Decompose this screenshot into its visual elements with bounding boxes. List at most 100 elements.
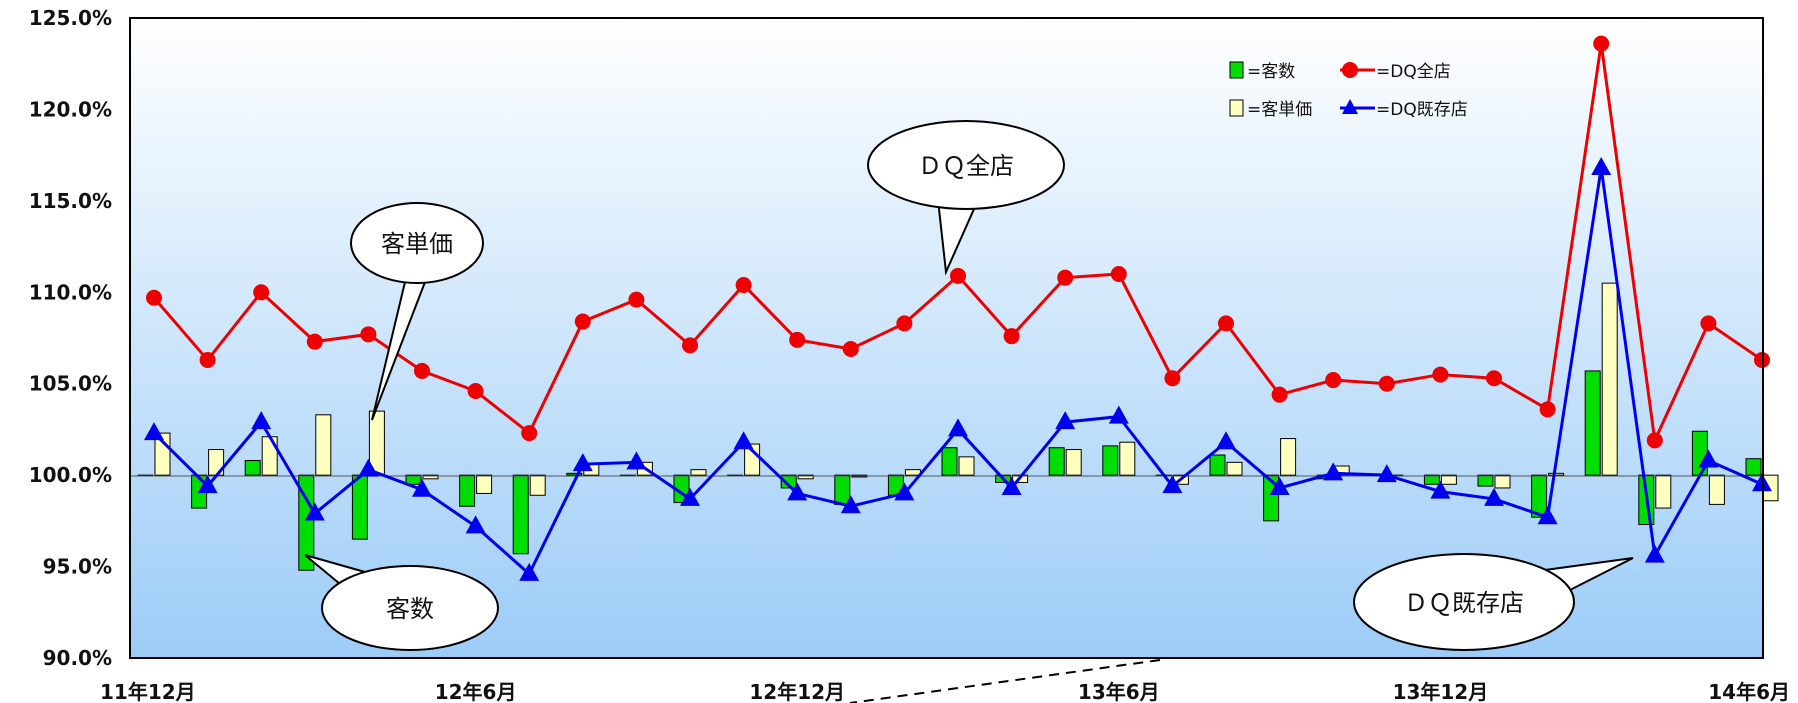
legend-label-dq-all: =DQ全店	[1376, 62, 1451, 82]
legend-marker-dq-existing	[1342, 99, 1358, 114]
point-dq-existing	[787, 482, 808, 501]
point-dq-existing	[840, 495, 861, 514]
bar-customers	[1048, 447, 1065, 476]
bar-unit-price	[261, 436, 278, 476]
point-dq-all	[1700, 315, 1717, 332]
x-axis: 11年12月 12年6月 12年12月 13年6月 13年12月 14年6月	[100, 680, 1790, 703]
bar-customers	[244, 460, 261, 476]
point-dq-all	[1486, 370, 1502, 387]
point-dq-existing	[572, 453, 593, 472]
legend-swatch-unit-price	[1229, 99, 1244, 117]
bar-customers	[512, 474, 529, 555]
point-dq-existing	[1108, 405, 1129, 424]
legend: =客数 =客単価 =DQ全店 =DQ既存店	[1229, 61, 1468, 120]
y-tick-label: 110.0%	[29, 280, 112, 304]
bar-customers	[459, 474, 476, 507]
bar-unit-price	[958, 456, 975, 476]
point-dq-all	[1271, 386, 1288, 403]
bar-unit-price	[744, 443, 761, 476]
bar-customers	[1584, 370, 1601, 476]
point-dq-existing	[626, 451, 647, 470]
bar-customers	[1423, 474, 1440, 485]
point-dq-all	[306, 333, 323, 350]
callout-dq-existing: ＤＱ既存店	[1353, 553, 1634, 651]
y-tick-label: 115.0%	[29, 189, 112, 213]
bar-unit-price	[529, 474, 546, 496]
callout-dq-all-bubble	[867, 120, 1065, 210]
plot-border	[129, 17, 1764, 659]
point-dq-existing	[465, 515, 486, 534]
x-tick-label: 11年12月	[100, 680, 196, 703]
bar-unit-price	[1280, 438, 1297, 476]
point-dq-all	[253, 284, 270, 301]
callout-dq-all-label: ＤＱ全店	[918, 152, 1014, 180]
callout-customers-label: 客数	[386, 595, 434, 623]
x-tick-label: 13年12月	[1393, 680, 1489, 703]
x-tick-label: 12年6月	[435, 680, 517, 703]
x-tick-label: 14年6月	[1708, 680, 1790, 703]
point-dq-all	[842, 340, 859, 357]
point-dq-all	[896, 315, 913, 332]
bar-unit-price	[690, 469, 707, 476]
bar-customers	[1209, 454, 1226, 476]
point-dq-existing	[733, 431, 754, 450]
point-dq-all	[1378, 375, 1395, 392]
callout-dq-existing-label: ＤＱ既存店	[1404, 589, 1524, 617]
bar-unit-price	[1601, 282, 1618, 476]
point-dq-existing	[519, 562, 540, 581]
point-dq-all	[1164, 370, 1181, 387]
point-dq-existing	[251, 411, 272, 430]
point-dq-existing	[197, 475, 218, 494]
callout-dq-existing-bubble	[1353, 553, 1575, 651]
callout-unit-price: 客単価	[350, 202, 484, 421]
point-dq-all	[1432, 366, 1449, 383]
point-dq-existing	[1162, 475, 1183, 494]
point-dq-all	[1003, 328, 1020, 345]
bar-unit-price	[476, 474, 493, 494]
y-axis: 90.0% 95.0% 100.0% 105.0% 110.0% 115.0% 120.0%…	[29, 6, 112, 670]
callout-customers: 客数	[304, 554, 499, 651]
y-tick-label: 120.0%	[29, 97, 112, 121]
point-dq-existing	[358, 458, 379, 477]
point-dq-existing	[1591, 156, 1612, 175]
point-dq-all	[1218, 315, 1234, 332]
bar-customers	[1102, 445, 1119, 476]
bar-unit-price	[1655, 474, 1672, 509]
callout-customers-bubble	[321, 565, 499, 651]
callout-unit-price-bubble	[350, 202, 484, 284]
point-dq-all	[574, 313, 591, 330]
bar-customers	[780, 474, 797, 489]
point-dq-all	[789, 331, 806, 348]
point-dq-all	[146, 289, 162, 306]
bar-unit-price	[422, 474, 439, 480]
bar-unit-price	[904, 469, 921, 476]
bar-customers	[1531, 474, 1548, 518]
point-dq-existing	[1376, 464, 1397, 483]
callout-dq-all: ＤＱ全店	[867, 120, 1065, 276]
bar-unit-price	[1708, 474, 1725, 505]
point-dq-all	[1646, 432, 1663, 449]
point-dq-existing	[680, 487, 700, 506]
point-dq-existing	[1216, 431, 1236, 450]
point-dq-existing	[1698, 449, 1719, 468]
point-dq-all	[1325, 372, 1342, 389]
legend-label-customers: =客数	[1247, 62, 1295, 82]
point-dq-all	[1057, 269, 1074, 286]
point-dq-existing	[304, 502, 325, 521]
legend-marker-dq-all	[1342, 62, 1358, 78]
y-tick-label: 90.0%	[43, 646, 112, 670]
bar-customers	[566, 472, 583, 476]
point-dq-all	[950, 267, 966, 284]
y-tick-label: 125.0%	[29, 6, 112, 30]
point-dq-existing	[1323, 462, 1344, 481]
point-dq-all	[414, 362, 430, 379]
point-dq-existing	[1430, 480, 1451, 499]
point-dq-existing	[1269, 476, 1290, 495]
bar-customers	[834, 474, 851, 505]
bar-unit-price	[1119, 441, 1136, 476]
point-dq-all	[1593, 35, 1610, 52]
point-dq-existing	[1644, 544, 1665, 563]
point-dq-all	[199, 351, 216, 368]
y-tick-label: 95.0%	[43, 555, 112, 579]
bar-unit-price	[1226, 461, 1243, 476]
